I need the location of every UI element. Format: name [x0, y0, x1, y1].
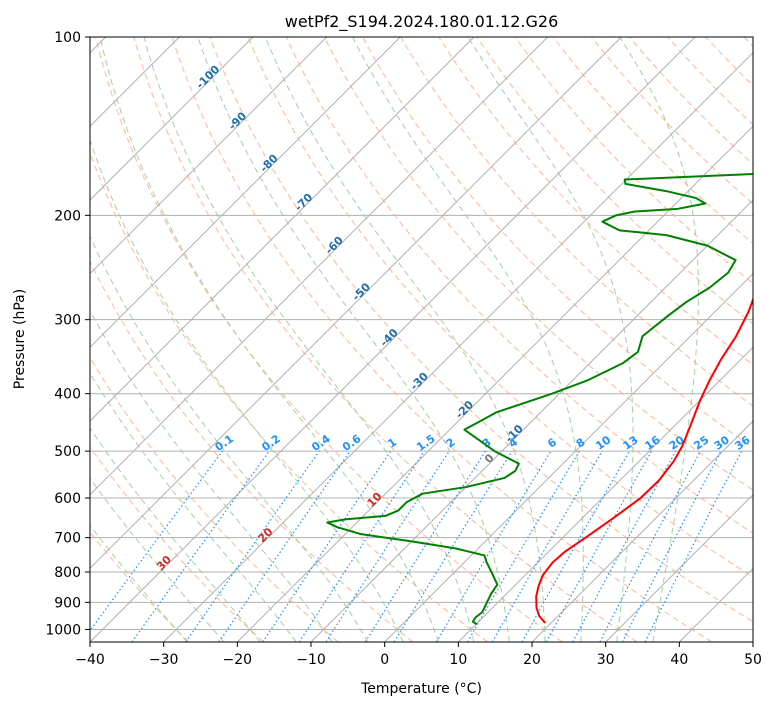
moist-adiabat-line: [99, 37, 439, 642]
mixing-ratio-line: [90, 450, 223, 632]
mixing-ratio-line: [521, 450, 631, 642]
isotherm-line: [90, 37, 328, 275]
isotherm-line: [384, 272, 753, 642]
isotherm-line: [90, 37, 475, 422]
x-axis-label: Temperature (°C): [360, 681, 482, 697]
y-tick-label: 500: [54, 444, 81, 460]
dry-adiabat-line: [629, 37, 753, 165]
moist-adiabat-line: [90, 477, 225, 642]
isotherm-line: [90, 37, 401, 349]
mixing-ratio-line: [572, 450, 677, 642]
isotherms: [90, 37, 753, 642]
sounding-series: [326, 173, 753, 626]
y-tick-label: 900: [54, 595, 81, 611]
y-tick-label: 100: [54, 30, 81, 46]
isotherm-line: [605, 493, 753, 642]
mixing-ratio-line: [466, 450, 580, 642]
x-tick-label: −40: [75, 652, 105, 668]
x-tick-label: 10: [449, 652, 467, 668]
dry-adiabat-line: [90, 445, 264, 642]
isotherm-line: [90, 37, 254, 201]
x-tick-label: 40: [670, 652, 688, 668]
mixing-ratio-line: [185, 450, 320, 642]
mixing-ratio-line: [491, 450, 603, 642]
moist-adiabat-line: [264, 37, 546, 642]
y-tick-label: 800: [54, 565, 81, 581]
isotherm-line: [236, 125, 753, 642]
moist-adiabat-line: [90, 309, 333, 642]
dry-adiabat-line: [133, 37, 638, 642]
isotherm-line: [163, 51, 753, 642]
mixing-ratio-line: [393, 450, 513, 642]
plot-frame: [89, 36, 754, 643]
isotherm-line: [90, 37, 622, 570]
moist-adiabat-line: [143, 37, 475, 642]
isotherm-line: [457, 346, 753, 642]
y-axis: 100 200 300 400 500 600 700 800 900 1000: [45, 30, 90, 638]
plot-area: 0.1 0.2 0.4 0.6 1 1.5 2 3 4 6 8 10 13 16 20 25 30 36 -100…: [90, 37, 753, 642]
dry-adiabat-line: [514, 37, 753, 285]
moist-adiabat-line: [619, 37, 699, 642]
dry-adiabat-line: [400, 37, 753, 407]
x-tick-label: 20: [523, 652, 541, 668]
dewpoint-profile-line: [326, 173, 753, 626]
x-tick-label: −30: [149, 652, 179, 668]
x-tick-label: 50: [744, 652, 762, 668]
moist-adiabat-line: [90, 372, 297, 642]
moist-adiabat-line: [90, 524, 188, 642]
dry-adiabat-line: [323, 37, 753, 491]
moist-adiabat-line: [90, 235, 369, 642]
x-axis: −40 −30 −20 −10 0 10 20 30 40 50: [75, 642, 762, 668]
y-tick-label: 600: [54, 491, 81, 507]
isotherm-line: [90, 37, 549, 496]
moist-adiabat-line: [90, 138, 404, 642]
moist-adiabat-line: [352, 37, 584, 642]
isotherm-line: [531, 420, 753, 642]
mixing-ratio-line: [435, 450, 552, 642]
x-tick-label: −20: [223, 652, 253, 668]
mixing-ratio-line: [131, 450, 270, 642]
mixing-ratio-line: [218, 450, 351, 642]
dry-adiabat-line: [247, 37, 753, 578]
mixing-ratio-line: [325, 450, 450, 642]
mixing-ratio-line: [545, 450, 653, 642]
temperature-profile-line: [535, 296, 753, 624]
chart-title: wetPf2_S194.2024.180.01.12.G26: [285, 12, 559, 32]
isotherm-line: [90, 37, 696, 642]
y-tick-label: 200: [54, 208, 81, 224]
x-tick-label: 0: [380, 652, 389, 668]
mixing-ratio-line: [364, 450, 486, 642]
x-tick-label: 30: [597, 652, 615, 668]
dry-adiabat-line: [209, 37, 753, 623]
x-tick-label: −10: [296, 652, 326, 668]
y-tick-label: 1000: [45, 622, 81, 638]
dry-adiabat-line: [476, 37, 753, 325]
moist-adiabat-line: [90, 427, 261, 642]
pressure-gridlines: [90, 37, 753, 630]
y-tick-label: 300: [54, 313, 81, 329]
y-tick-label: 400: [54, 387, 81, 403]
y-tick-label: 700: [54, 531, 81, 547]
y-axis-label: Pressure (hPa): [12, 289, 28, 389]
